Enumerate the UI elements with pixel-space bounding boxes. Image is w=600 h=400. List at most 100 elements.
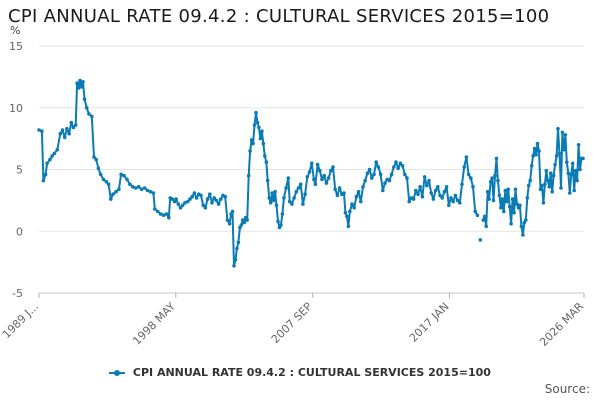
data-point[interactable] (84, 106, 89, 110)
data-point[interactable] (73, 123, 78, 127)
data-point[interactable] (192, 191, 197, 195)
data-point[interactable] (499, 206, 503, 210)
data-point[interactable] (139, 187, 144, 192)
data-point[interactable] (526, 183, 531, 188)
data-point[interactable] (273, 189, 277, 194)
data-point[interactable] (109, 197, 113, 201)
data-point[interactable] (414, 188, 418, 193)
data-point[interactable] (90, 114, 94, 119)
data-point[interactable] (50, 154, 54, 158)
data-point[interactable] (444, 185, 449, 189)
data-point[interactable] (246, 173, 251, 178)
data-point[interactable] (178, 206, 183, 210)
data-point[interactable] (69, 120, 74, 125)
data-point[interactable] (223, 194, 227, 199)
data-point[interactable] (506, 187, 511, 192)
data-point[interactable] (62, 135, 67, 140)
data-point[interactable] (491, 198, 496, 203)
data-point[interactable] (255, 120, 260, 125)
data-point[interactable] (239, 223, 244, 227)
data-point[interactable] (71, 125, 76, 130)
data-point[interactable] (161, 213, 166, 217)
data-point[interactable] (429, 191, 434, 195)
data-point[interactable] (538, 187, 543, 192)
data-point[interactable] (528, 178, 532, 183)
data-point[interactable] (548, 171, 553, 175)
data-point[interactable] (534, 152, 538, 157)
data-point[interactable] (455, 198, 460, 203)
data-point[interactable] (563, 133, 568, 137)
data-point[interactable] (227, 222, 232, 226)
data-point[interactable] (75, 81, 79, 85)
data-point[interactable] (284, 186, 288, 190)
data-point[interactable] (350, 202, 354, 206)
data-point[interactable] (513, 187, 518, 192)
data-point[interactable] (131, 185, 135, 189)
data-point[interactable] (500, 197, 505, 201)
data-point[interactable] (576, 143, 581, 147)
data-point[interactable] (294, 189, 299, 194)
data-point[interactable] (264, 160, 269, 164)
data-point[interactable] (525, 196, 530, 200)
data-point[interactable] (286, 176, 291, 180)
data-point[interactable] (186, 199, 190, 204)
data-point[interactable] (372, 172, 376, 177)
data-point[interactable] (343, 210, 348, 215)
data-point[interactable] (370, 176, 374, 180)
data-point[interactable] (315, 162, 320, 167)
data-point[interactable] (532, 146, 537, 151)
data-point[interactable] (106, 182, 111, 187)
data-point[interactable] (503, 188, 508, 193)
data-point[interactable] (381, 188, 385, 193)
data-point[interactable] (76, 86, 81, 90)
data-point[interactable] (389, 172, 394, 177)
data-point[interactable] (440, 196, 445, 200)
data-point[interactable] (356, 189, 361, 194)
data-point[interactable] (361, 185, 365, 189)
data-point[interactable] (257, 125, 261, 130)
data-point[interactable] (268, 201, 273, 205)
data-point[interactable] (478, 238, 483, 242)
data-point[interactable] (494, 156, 499, 161)
data-point[interactable] (449, 196, 453, 200)
data-point[interactable] (201, 203, 205, 208)
data-point[interactable] (464, 155, 469, 159)
data-point[interactable] (359, 199, 363, 204)
data-point[interactable] (509, 222, 513, 226)
data-point[interactable] (329, 168, 333, 173)
data-point[interactable] (128, 182, 132, 187)
data-point[interactable] (383, 181, 387, 185)
data-point[interactable] (78, 78, 82, 83)
data-point[interactable] (403, 172, 407, 177)
data-point[interactable] (151, 191, 156, 195)
data-point[interactable] (490, 176, 494, 180)
data-point[interactable] (504, 199, 509, 204)
data-point[interactable] (104, 180, 109, 184)
data-point[interactable] (507, 204, 512, 209)
data-point[interactable] (438, 193, 442, 198)
data-point[interactable] (282, 196, 286, 200)
data-point[interactable] (176, 202, 181, 206)
data-point[interactable] (342, 191, 346, 195)
data-point[interactable] (460, 182, 464, 187)
data-point[interactable] (433, 188, 438, 193)
data-point[interactable] (260, 129, 264, 133)
data-point[interactable] (55, 147, 60, 152)
data-point[interactable] (324, 181, 329, 185)
data-point[interactable] (541, 201, 546, 205)
data-point[interactable] (337, 186, 342, 190)
data-point[interactable] (365, 171, 370, 175)
data-point[interactable] (251, 141, 255, 146)
data-point[interactable] (125, 177, 129, 182)
data-point[interactable] (411, 197, 416, 201)
data-point[interactable] (114, 189, 118, 194)
data-point[interactable] (562, 147, 566, 152)
data-point[interactable] (312, 177, 316, 182)
data-point[interactable] (183, 201, 187, 205)
data-point[interactable] (568, 191, 572, 195)
data-point[interactable] (205, 197, 210, 201)
data-point[interactable] (496, 178, 500, 183)
data-point[interactable] (335, 193, 340, 198)
data-point[interactable] (551, 173, 556, 178)
data-point[interactable] (67, 131, 71, 136)
